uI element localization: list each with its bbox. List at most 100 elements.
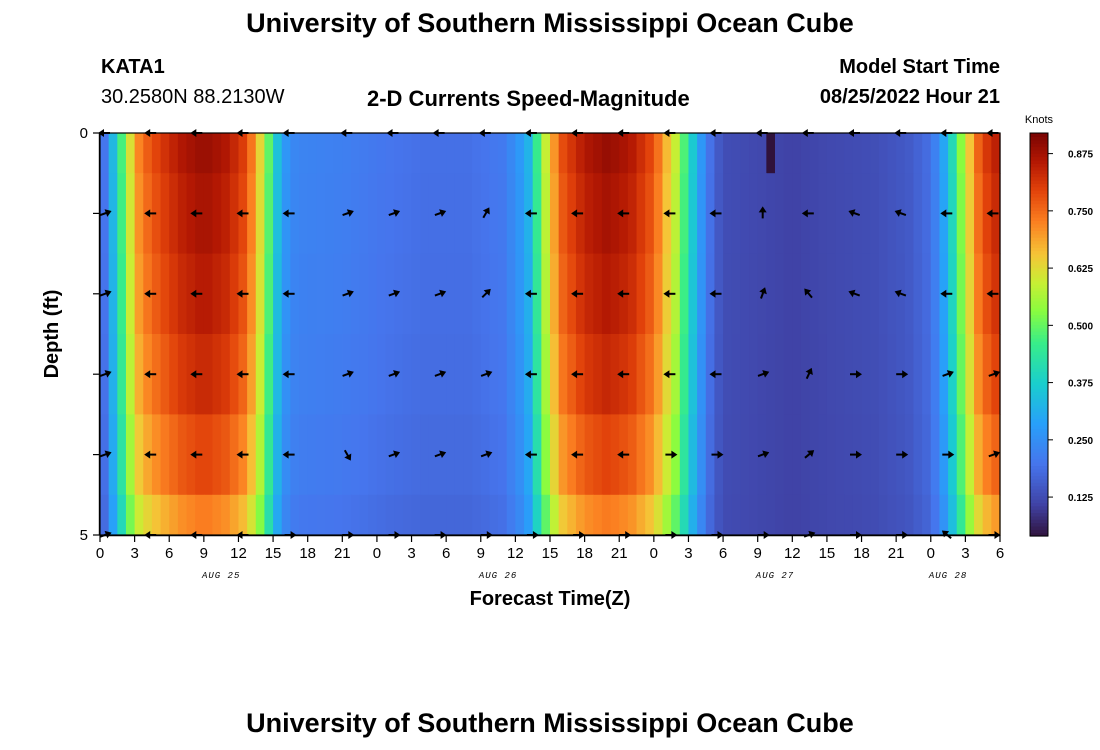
colorbar-segment: [1030, 287, 1048, 292]
heatmap-cell: [333, 494, 343, 536]
heatmap-cell: [117, 253, 127, 335]
heatmap-cell: [134, 494, 144, 536]
heatmap-cell: [532, 494, 542, 536]
heatmap-cell: [273, 133, 283, 174]
heatmap-cell: [402, 414, 413, 496]
heatmap-cell: [922, 414, 932, 496]
colorbar-segment: [1030, 180, 1048, 184]
heatmap-cell: [887, 414, 897, 496]
current-arrow: [940, 129, 953, 137]
x-axis-label: Forecast Time(Z): [470, 588, 631, 610]
current-arrow: [848, 289, 861, 298]
heatmap-cell: [939, 133, 949, 174]
colorbar-segment: [1030, 143, 1048, 148]
heatmap-cell: [697, 334, 707, 415]
heatmap-cell: [956, 494, 966, 536]
y-axis-label: Depth (ft): [41, 290, 63, 379]
colorbar-segment: [1030, 314, 1048, 319]
colorbar-segment: [1030, 213, 1048, 218]
heatmap-cell: [376, 334, 387, 415]
heatmap-cell: [333, 173, 343, 255]
heatmap-cell: [567, 494, 577, 536]
heatmap-cell: [290, 414, 300, 496]
heatmap-cell: [420, 173, 430, 255]
x-tick-label: 6: [996, 545, 1004, 562]
current-arrow: [709, 209, 722, 218]
heatmap-cell: [887, 494, 897, 536]
heatmap-cell: [454, 133, 465, 174]
colorbar-segment: [1030, 139, 1048, 144]
current-arrow: [571, 209, 584, 218]
current-arrow: [190, 129, 203, 137]
current-arrow: [804, 288, 813, 299]
heatmap-cell: [169, 414, 179, 496]
heatmap-cell: [472, 173, 482, 255]
x-tick-label: 0: [927, 545, 935, 562]
heatmap-cell: [160, 173, 170, 255]
heatmap-cell: [870, 133, 880, 174]
heatmap-cell: [125, 133, 136, 174]
heatmap-cell: [930, 414, 941, 496]
x-tick-label: 15: [542, 545, 559, 562]
colorbar-segment: [1030, 378, 1048, 383]
colorbar-segment: [1030, 163, 1048, 168]
current-arrow: [986, 209, 999, 218]
colorbar-segment: [1030, 304, 1048, 309]
colorbar-tick-label: 0.625: [1068, 264, 1093, 275]
x-date-label: AUG 27: [755, 571, 794, 581]
colorbar-segment: [1030, 478, 1048, 483]
heatmap-cell: [342, 133, 352, 174]
y-tick-label: 0: [80, 125, 88, 142]
colorbar-segment: [1030, 321, 1048, 326]
current-arrow: [434, 450, 447, 459]
heatmap-cell: [117, 334, 127, 415]
heatmap-cell: [247, 334, 257, 415]
heatmap-cell: [281, 133, 291, 174]
heatmap-cell: [264, 173, 274, 255]
x-tick-label: 18: [576, 545, 593, 562]
colorbar-segment: [1030, 458, 1048, 463]
current-arrow: [848, 129, 860, 137]
heatmap-cell: [887, 173, 897, 255]
heatmap-cell: [463, 173, 473, 255]
current-arrow: [388, 209, 401, 217]
heatmap-cell: [376, 133, 387, 174]
colorbar-frame: [1029, 132, 1049, 537]
current-arrow: [282, 450, 295, 459]
heatmap-cell: [376, 414, 387, 496]
colorbar-segment: [1030, 509, 1048, 514]
colorbar-segment: [1030, 488, 1048, 493]
heatmap-cell: [359, 414, 369, 496]
heatmap-cell: [428, 414, 439, 496]
heatmap-cell: [160, 334, 170, 415]
heatmap-cell: [965, 494, 975, 536]
heatmap-cell: [255, 173, 266, 255]
heatmap-cell: [723, 494, 733, 536]
colorbar-segment: [1030, 341, 1048, 346]
heatmap-cell: [948, 133, 958, 174]
heatmap-cell: [299, 133, 309, 174]
heatmap-cell: [463, 414, 473, 496]
colorbar-segment: [1030, 408, 1048, 413]
colorbar-tick-label: 0.500: [1068, 321, 1093, 332]
heatmap-cell: [480, 133, 491, 174]
colorbar-segment: [1030, 223, 1048, 228]
heatmap-cell: [558, 133, 568, 174]
x-tick-label: 15: [265, 545, 282, 562]
colorbar-segment: [1030, 475, 1048, 480]
heatmap-cell: [844, 494, 854, 536]
current-arrow: [663, 209, 676, 218]
heatmap-cell: [705, 414, 716, 496]
colorbar-segment: [1030, 237, 1048, 242]
heatmap-cell: [783, 334, 793, 415]
colorbar-segment: [1030, 153, 1048, 158]
heatmap-cell: [757, 133, 767, 174]
heatmap-cell: [394, 414, 404, 496]
heatmap-cell: [835, 334, 845, 415]
heatmap-cell: [800, 494, 811, 536]
current-arrow: [524, 129, 537, 137]
heatmap-cell: [783, 414, 793, 496]
colorbar-segment: [1030, 388, 1048, 393]
heatmap-cell: [878, 334, 889, 415]
colorbar-segment: [1030, 146, 1048, 151]
